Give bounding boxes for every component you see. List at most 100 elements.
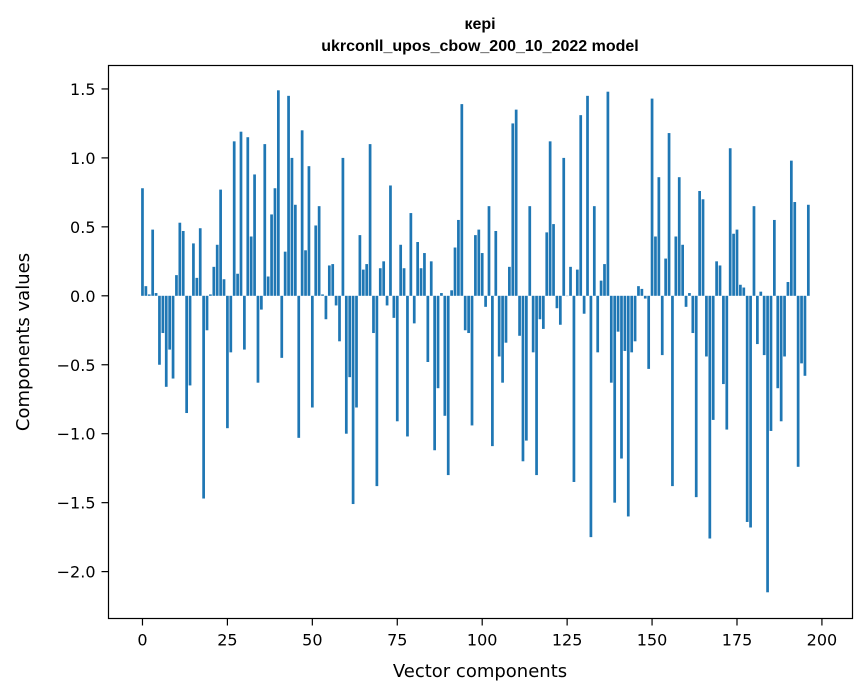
y-tick-label: 1.5 (70, 80, 95, 99)
bar-component-152 (657, 177, 661, 296)
bar-component-12 (181, 230, 185, 296)
bar-component-74 (392, 295, 396, 318)
bar-component-70 (378, 268, 382, 296)
bar-component-174 (732, 233, 735, 296)
x-tick-label: 150 (637, 631, 668, 650)
bar-component-75 (395, 295, 399, 422)
bar-component-32 (249, 236, 253, 296)
bar-component-78 (406, 295, 409, 437)
bar-component-141 (620, 295, 623, 459)
bar-component-149 (647, 295, 651, 369)
bar-component-51 (314, 225, 318, 296)
bar-component-2 (147, 294, 151, 296)
bar-component-189 (783, 295, 786, 357)
bar-component-186 (773, 219, 776, 296)
y-tick-label: 1.0 (70, 149, 95, 168)
y-tick-label: −1.0 (57, 425, 96, 444)
bar-component-21 (212, 266, 216, 296)
bar-component-130 (582, 295, 586, 314)
bar-component-164 (698, 190, 701, 296)
bar-component-94 (460, 104, 464, 296)
bar-component-17 (198, 228, 202, 296)
bar-component-175 (735, 229, 739, 296)
bar-component-15 (192, 243, 195, 296)
y-tick-label: −1.5 (57, 494, 96, 513)
bar-component-160 (684, 295, 688, 307)
bar-component-188 (779, 295, 783, 422)
bar-component-83 (423, 253, 426, 296)
bar-component-181 (756, 295, 759, 345)
bar-component-194 (800, 295, 803, 364)
bar-component-55 (327, 265, 331, 296)
bar-component-31 (246, 137, 250, 296)
bar-component-37 (266, 276, 270, 296)
bar-component-154 (664, 258, 668, 296)
bar-component-155 (667, 133, 671, 296)
bar-component-18 (202, 295, 205, 499)
bar-component-4 (154, 293, 158, 296)
bar-component-153 (660, 295, 664, 356)
bar-component-72 (385, 295, 389, 306)
bar-component-33 (253, 174, 256, 296)
bar-component-68 (372, 295, 375, 334)
bar-component-84 (426, 295, 430, 362)
bar-component-16 (195, 277, 199, 296)
bar-component-6 (161, 295, 165, 334)
bar-component-7 (164, 295, 168, 387)
bar-component-162 (691, 295, 695, 334)
x-tick-label: 125 (552, 631, 583, 650)
bar-component-53 (321, 294, 324, 296)
bar-component-148 (643, 295, 647, 299)
bar-component-158 (677, 177, 681, 296)
bar-component-144 (630, 295, 634, 353)
bar-component-143 (626, 295, 630, 517)
bar-component-123 (558, 295, 562, 325)
bar-component-82 (419, 268, 423, 296)
bar-component-13 (185, 295, 188, 414)
bar-component-132 (589, 295, 593, 538)
bar-component-60 (344, 295, 348, 434)
bar-component-115 (531, 295, 535, 353)
chart-subtitle: ukrconll_upos_cbow_200_10_2022 model (321, 38, 638, 55)
bar-component-10 (175, 275, 178, 296)
bar-component-104 (494, 230, 498, 296)
bar-component-193 (796, 295, 800, 467)
bar-component-103 (491, 295, 494, 447)
bar-component-8 (168, 295, 172, 350)
bar-component-112 (521, 295, 525, 462)
bar-component-128 (575, 269, 579, 296)
bar-component-109 (511, 123, 515, 296)
bar-component-176 (739, 284, 742, 296)
bar-component-36 (263, 144, 267, 296)
bar-component-99 (477, 229, 481, 296)
bar-component-23 (219, 189, 222, 296)
bar-component-34 (256, 295, 260, 383)
bar-component-183 (762, 295, 766, 356)
bar-component-97 (470, 295, 474, 426)
bar-component-151 (654, 236, 657, 296)
bar-component-30 (243, 295, 246, 350)
bar-component-64 (358, 235, 362, 296)
bar-component-93 (457, 219, 460, 296)
bar-component-169 (715, 261, 718, 296)
bar-component-105 (497, 295, 501, 357)
bar-component-127 (572, 295, 576, 482)
bar-component-165 (701, 199, 705, 296)
bar-component-87 (436, 295, 440, 389)
bar-component-119 (545, 232, 549, 296)
bar-component-67 (368, 144, 372, 296)
bar-component-29 (239, 131, 243, 296)
bar-component-177 (742, 287, 746, 296)
bar-component-182 (759, 291, 763, 296)
bar-component-172 (725, 295, 729, 430)
bar-component-110 (514, 109, 518, 296)
bar-component-20 (209, 294, 212, 296)
y-tick-label: −2.0 (57, 563, 96, 582)
bar-component-122 (555, 295, 559, 309)
bar-component-106 (501, 295, 504, 383)
bar-component-40 (277, 90, 280, 296)
bar-component-49 (307, 166, 311, 296)
bar-component-63 (355, 295, 358, 408)
bar-component-35 (260, 295, 263, 310)
bar-component-170 (718, 265, 722, 296)
